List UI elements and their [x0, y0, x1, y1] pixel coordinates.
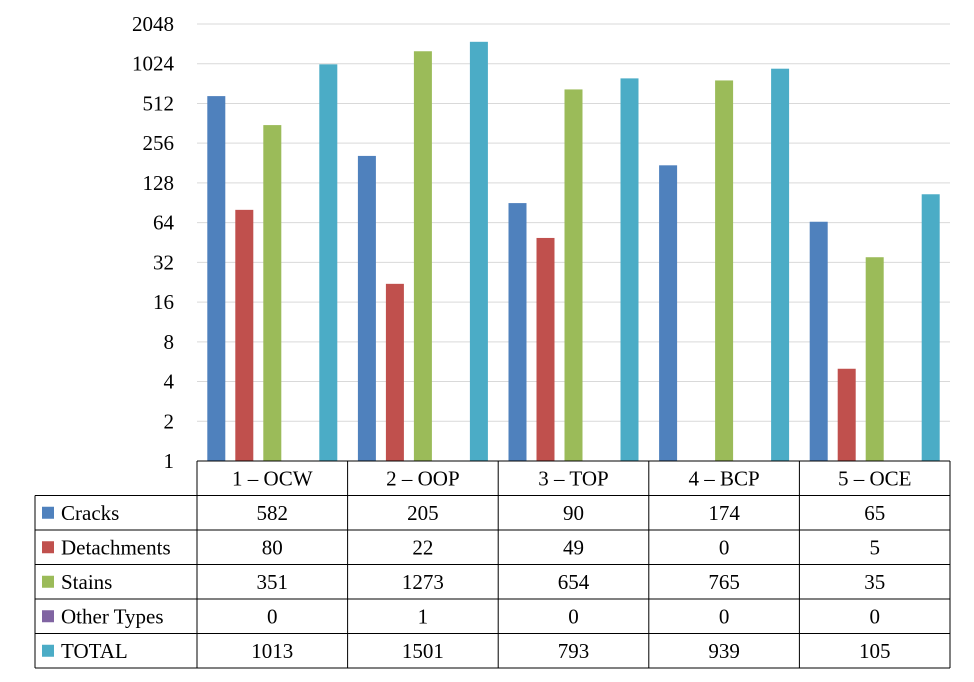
y-tick-label: 8: [164, 330, 175, 354]
bar-stains-4: [715, 80, 734, 461]
data-label: 35: [864, 570, 885, 594]
bar-stains-5: [865, 257, 884, 461]
data-label: 1273: [402, 570, 444, 594]
data-label: 105: [859, 639, 891, 663]
bar-cracks-2: [357, 155, 376, 461]
data-label: 0: [869, 604, 880, 628]
bar-total-4: [771, 68, 790, 462]
bar-cracks-5: [809, 221, 828, 461]
y-tick-label: 2048: [132, 12, 174, 36]
data-label: 0: [267, 604, 278, 628]
series-name: Cracks: [61, 501, 119, 525]
y-tick-label: 256: [143, 131, 175, 155]
data-label: 654: [558, 570, 590, 594]
bar-stains-2: [413, 51, 432, 461]
y-tick-label: 64: [153, 211, 175, 235]
legend-key-stains: [42, 575, 54, 588]
bar-cracks-3: [508, 203, 527, 461]
series-name: TOTAL: [61, 639, 128, 663]
y-tick-label: 1: [164, 449, 175, 473]
category-label: 1 – OCW: [232, 466, 313, 490]
data-label: 1: [418, 604, 429, 628]
data-label: 765: [708, 570, 740, 594]
legend-key-other-types: [42, 610, 54, 623]
bar-detachments-2: [385, 283, 404, 461]
legend-key-detachments: [42, 541, 54, 554]
data-label: 1013: [251, 639, 293, 663]
data-label: 1501: [402, 639, 444, 663]
data-label: 0: [719, 535, 730, 559]
data-label: 5: [869, 535, 880, 559]
category-label: 4 – BCP: [688, 466, 759, 490]
data-label: 205: [407, 501, 439, 525]
bar-total-5: [921, 194, 940, 461]
series-name: Other Types: [61, 604, 164, 628]
series-name: Stains: [61, 570, 112, 594]
bar-detachments-1: [235, 209, 254, 461]
data-label: 80: [262, 535, 283, 559]
y-tick-label: 4: [164, 370, 175, 394]
y-tick-label: 512: [143, 91, 175, 115]
category-label: 5 – OCE: [838, 466, 912, 490]
legend-key-cracks: [42, 506, 54, 519]
bar-total-2: [469, 41, 488, 461]
data-label: 0: [719, 604, 730, 628]
bar-stains-1: [263, 125, 282, 462]
legend-key-total: [42, 644, 54, 657]
data-label: 351: [257, 570, 289, 594]
bar-detachments-5: [837, 368, 856, 461]
y-tick-label: 1024: [132, 52, 175, 76]
data-label: 90: [563, 501, 584, 525]
data-label: 0: [568, 604, 579, 628]
category-label: 2 – OOP: [386, 466, 460, 490]
y-tick-label: 2: [164, 409, 175, 433]
bar-cracks-4: [659, 165, 678, 462]
data-label: 49: [563, 535, 584, 559]
data-label: 582: [257, 501, 289, 525]
series-name: Detachments: [61, 535, 171, 559]
category-label: 3 – TOP: [538, 466, 608, 490]
data-label: 22: [412, 535, 433, 559]
data-label: 793: [558, 639, 590, 663]
data-label: 65: [864, 501, 885, 525]
bar-stains-3: [564, 89, 583, 461]
bar-detachments-3: [536, 237, 555, 461]
y-tick-label: 128: [143, 171, 175, 195]
y-tick-label: 16: [153, 290, 174, 314]
y-tick-label: 32: [153, 250, 174, 274]
bar-cracks-1: [207, 96, 226, 461]
data-label: 174: [708, 501, 740, 525]
bar-total-3: [620, 78, 639, 461]
data-label: 939: [708, 639, 740, 663]
bar-total-1: [319, 64, 338, 461]
